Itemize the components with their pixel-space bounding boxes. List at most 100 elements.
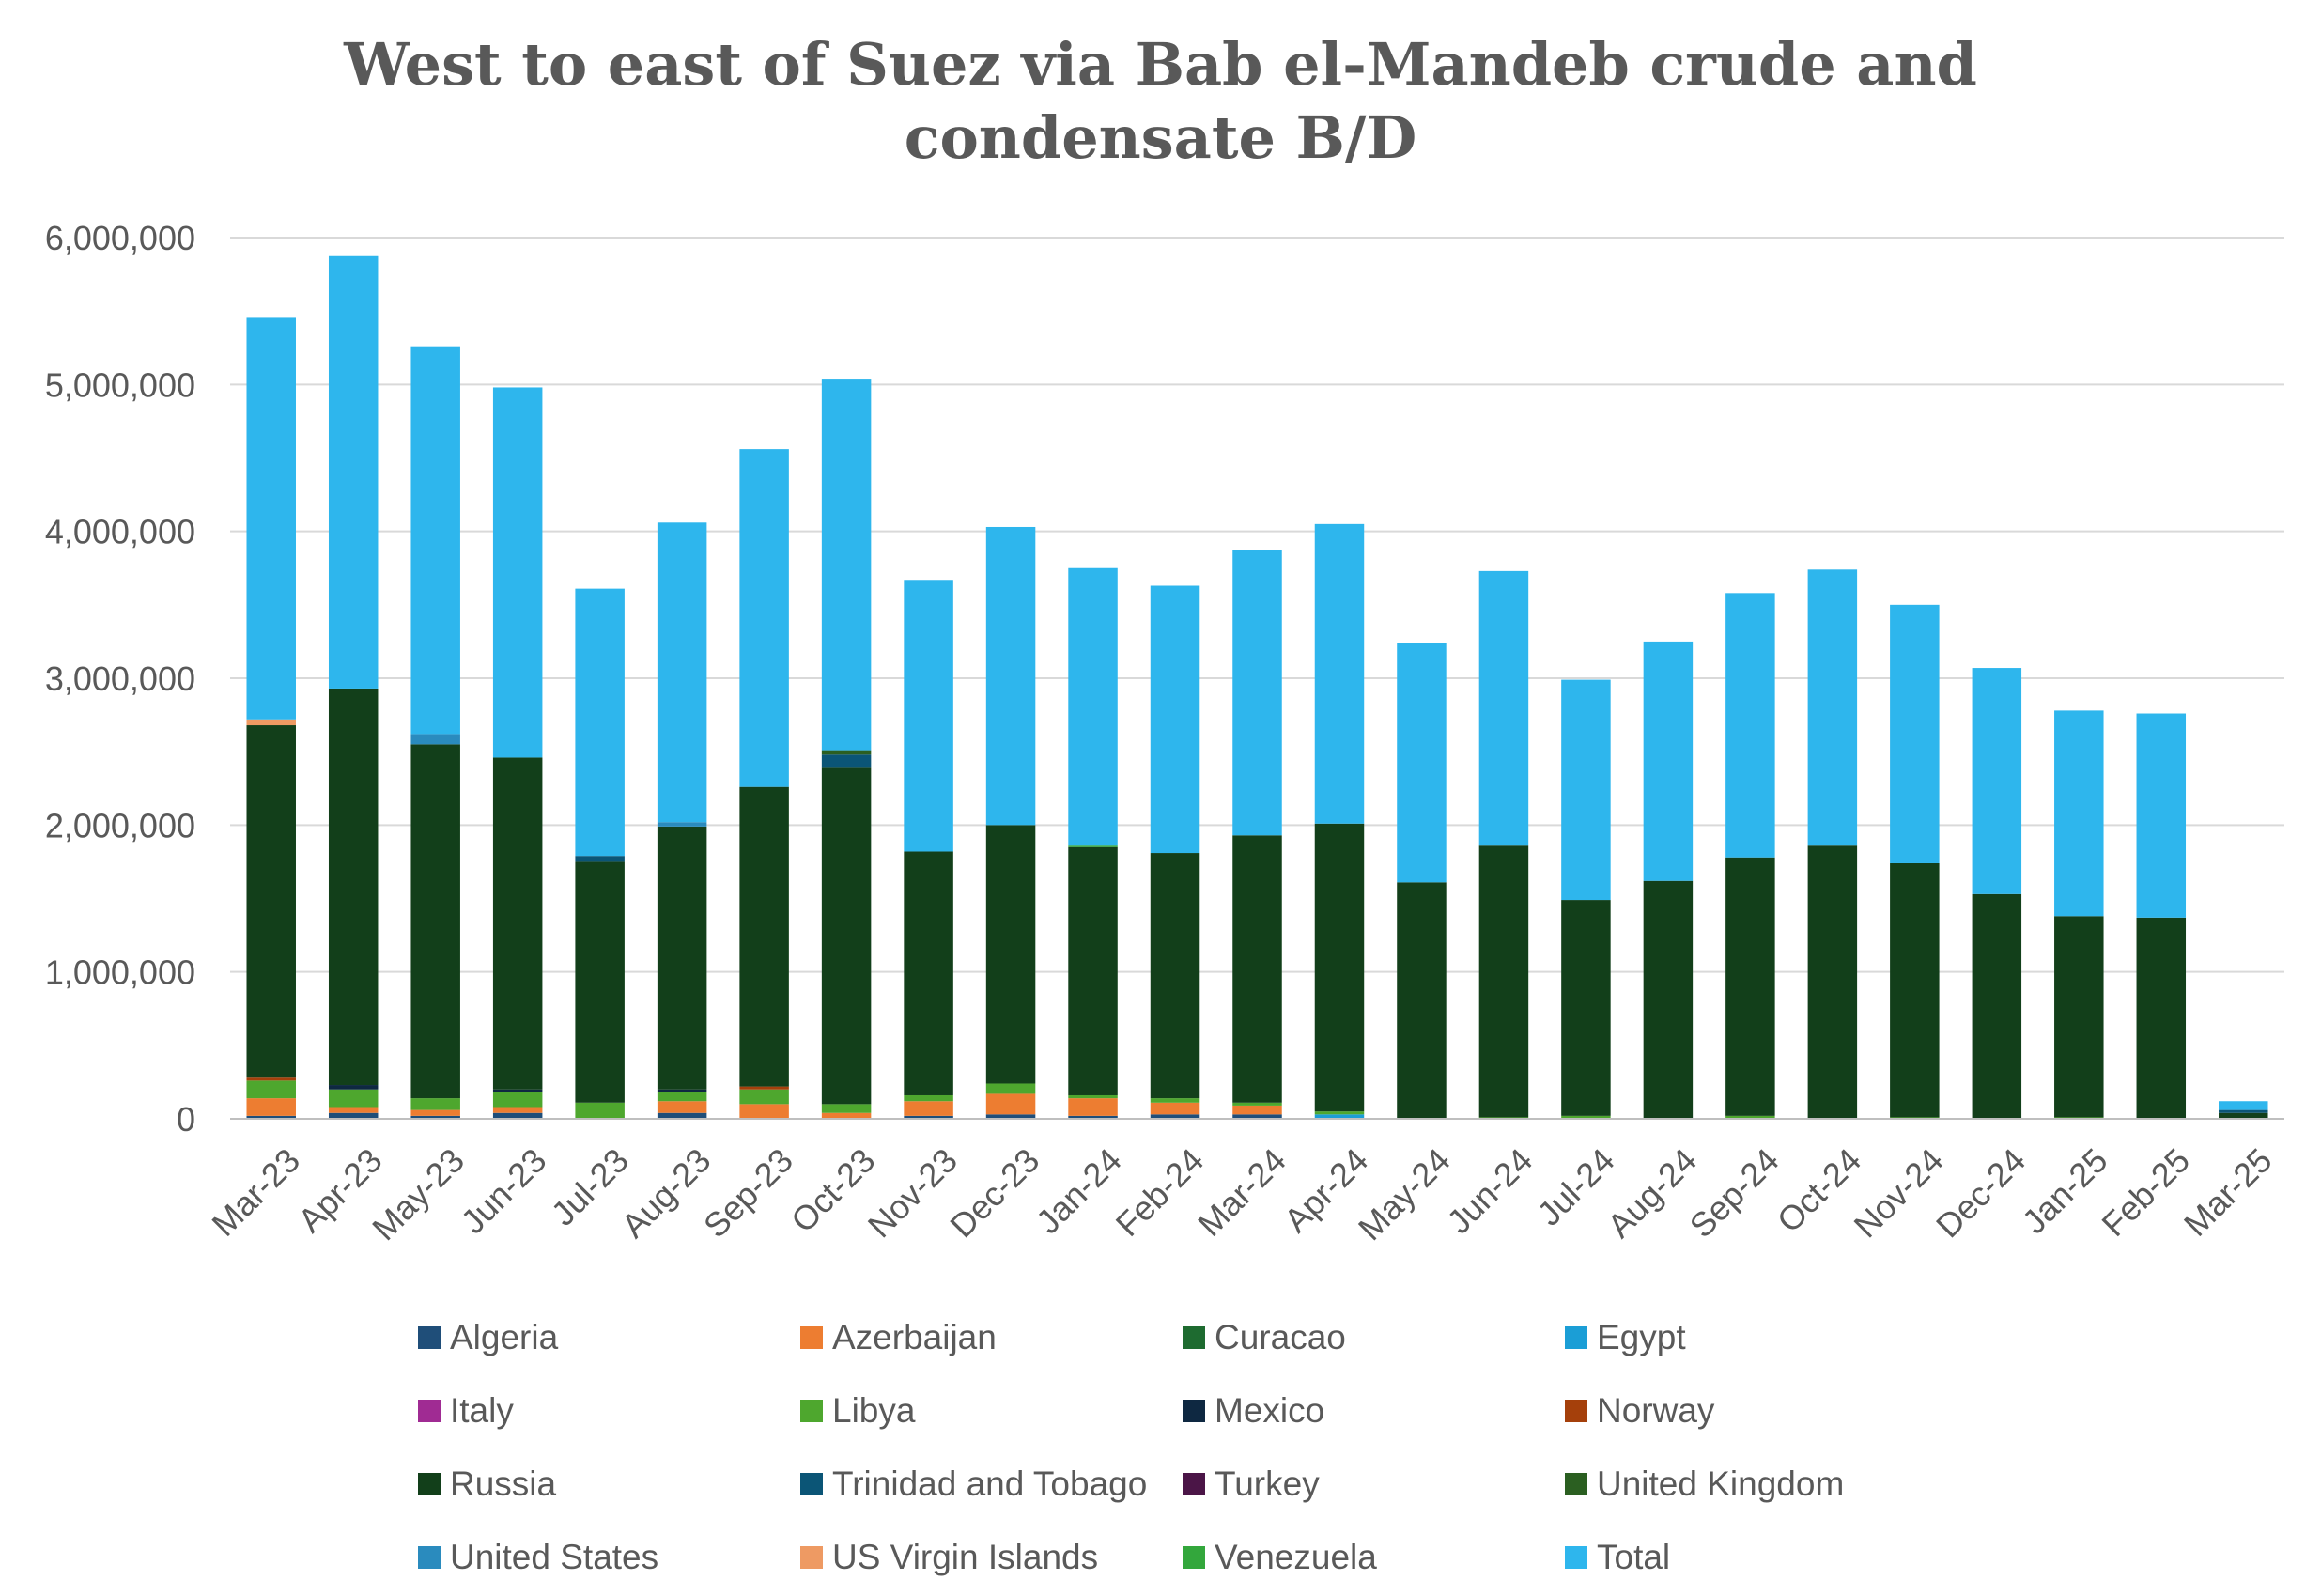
bar-segment [328, 1107, 379, 1113]
x-tick-label: Jun-23 [454, 1140, 554, 1241]
bar-segment [821, 379, 872, 751]
bar-segment [2136, 713, 2187, 918]
bar-segment [1314, 823, 1365, 1112]
legend: Algeria Azerbaijan Curacao Egypt Italy Libya M… [418, 1301, 1947, 1594]
bar-segment [1972, 668, 2022, 894]
x-tick-label: Nov-23 [860, 1140, 965, 1245]
legend-item: Algeria [418, 1301, 800, 1374]
bar-segment [2219, 1101, 2268, 1110]
bar-segment [328, 1112, 379, 1119]
bar-segment [2219, 1109, 2268, 1113]
bar-segment [2219, 1112, 2268, 1119]
bar-segment [1068, 1115, 1118, 1119]
bar-segment [1561, 900, 1611, 1116]
legend-label: Venezuela [1215, 1538, 1377, 1576]
bar-segment [246, 1077, 296, 1081]
bar-segment [904, 851, 953, 1095]
bar-segment [985, 1083, 1036, 1094]
legend-item: US Virgin Islands [800, 1521, 1183, 1594]
bar-segment [1068, 845, 1118, 847]
x-tick-label: May-24 [1351, 1140, 1458, 1247]
bar-segment [1725, 1115, 1775, 1119]
bar-segment [575, 856, 625, 862]
legend-label: United Kingdom [1597, 1464, 1845, 1503]
bar-segment [1232, 1114, 1282, 1119]
legend-label: Azerbaijan [832, 1318, 997, 1356]
bar-segment [328, 1089, 379, 1108]
legend-swatch [800, 1546, 823, 1569]
y-tick-label: 0 [177, 1100, 195, 1139]
bar-segment [1725, 857, 1775, 1116]
bar-segment [246, 1098, 296, 1116]
bar-segment [410, 744, 460, 1099]
legend-swatch [418, 1326, 441, 1349]
bar-segment [492, 387, 543, 758]
x-tick-label: Mar-24 [1190, 1140, 1293, 1244]
x-tick-label: Aug-24 [1600, 1140, 1704, 1245]
bar-segment [739, 449, 789, 787]
bar-segment [1725, 593, 1775, 858]
legend-swatch [800, 1400, 823, 1422]
bar-segment [821, 767, 872, 1105]
legend-label: Trinidad and Tobago [832, 1464, 1148, 1503]
legend-label: Mexico [1215, 1391, 1325, 1430]
bar-segment [492, 1089, 543, 1092]
bars [246, 255, 2268, 1119]
y-tick-label: 5,000,000 [45, 365, 195, 404]
legend-label: Curacao [1215, 1318, 1346, 1356]
legend-label: United States [450, 1538, 659, 1576]
bar-segment [985, 1114, 1036, 1119]
x-tick-label: Jan-24 [1029, 1140, 1129, 1241]
bar-segment [985, 1093, 1036, 1115]
bar-segment [657, 522, 707, 823]
bar-segment [1972, 893, 2022, 1119]
y-tick-label: 6,000,000 [45, 219, 195, 257]
bar-segment [904, 580, 953, 852]
legend-label: Total [1597, 1538, 1671, 1576]
bar-segment [410, 734, 460, 745]
legend-swatch [1565, 1400, 1587, 1422]
bar-segment [904, 1101, 953, 1116]
bar-segment [1561, 1115, 1611, 1119]
legend-item: Turkey [1183, 1448, 1565, 1521]
x-tick-label: Nov-24 [1847, 1140, 1951, 1245]
bar-segment [1807, 569, 1858, 846]
bar-segment [1643, 641, 1694, 881]
y-tick-label: 4,000,000 [45, 513, 195, 551]
bar-segment [492, 1107, 543, 1113]
y-tick-label: 1,000,000 [45, 953, 195, 992]
bar-segment [328, 1085, 379, 1090]
legend-item: Libya [800, 1374, 1183, 1448]
bar-segment [657, 826, 707, 1090]
bar-segment [492, 1092, 543, 1108]
bar-segment [2054, 710, 2104, 917]
legend-label: Egypt [1597, 1318, 1686, 1356]
x-tick-label: Dec-24 [1928, 1140, 2033, 1245]
legend-swatch [1565, 1546, 1587, 1569]
legend-item: United Kingdom [1565, 1448, 1947, 1521]
legend-item: Italy [418, 1374, 800, 1448]
legend-item: Russia [418, 1448, 800, 1521]
legend-item: Trinidad and Tobago [800, 1448, 1183, 1521]
bar-segment [821, 1112, 872, 1119]
bar-segment [1643, 880, 1694, 1119]
bar-segment [328, 255, 379, 689]
bar-segment [1314, 1111, 1365, 1115]
bar-segment [1478, 845, 1529, 1118]
bar-segment [657, 1112, 707, 1119]
bar-segment [821, 750, 872, 755]
legend-swatch [1183, 1473, 1205, 1495]
legend-label: Italy [450, 1391, 514, 1430]
bar-segment [904, 1115, 953, 1119]
bar-segment [1150, 1102, 1200, 1115]
chart-title-line-2: condensate B/D [904, 103, 1417, 172]
x-tick-label: Sep-23 [696, 1140, 800, 1245]
bar-segment [575, 588, 625, 857]
legend-item: Venezuela [1183, 1521, 1565, 1594]
bar-segment [657, 1092, 707, 1102]
x-tick-label: May-23 [364, 1140, 472, 1247]
x-tick-label: Dec-23 [942, 1140, 1046, 1245]
bar-segment [492, 1112, 543, 1119]
bar-segment [739, 1104, 789, 1119]
bar-segment [821, 1104, 872, 1113]
